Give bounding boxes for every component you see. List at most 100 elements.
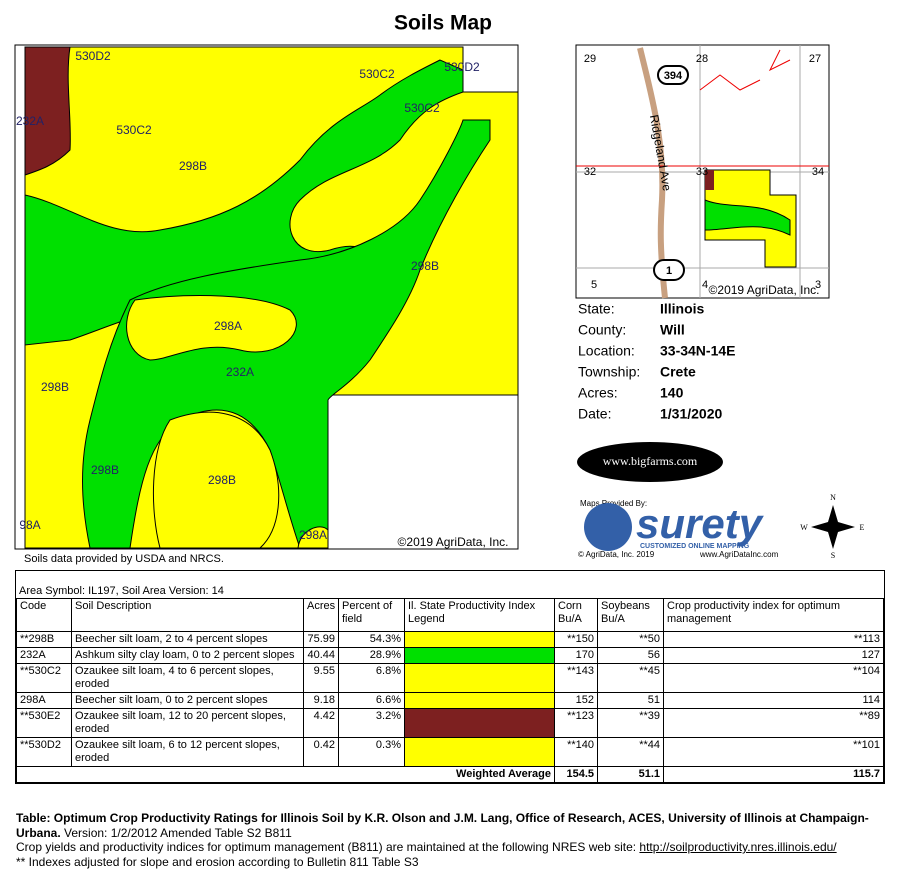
acres-cell: 0.42 — [303, 737, 339, 767]
bigfarms-logo — [577, 442, 723, 482]
section-number: 5 — [591, 279, 597, 291]
compass-n: N — [830, 493, 836, 502]
soil-label: 98A — [19, 518, 40, 532]
corn-cell: **123 — [554, 708, 598, 738]
section-number: 4 — [702, 279, 708, 291]
cpi-cell: **113 — [663, 631, 884, 648]
percent-cell: 3.2% — [338, 708, 405, 738]
header-cell: Corn Bu/A — [554, 598, 598, 632]
surety-globe — [584, 503, 632, 551]
soybeans-cell: 56 — [597, 647, 664, 664]
soil-maroon — [24, 46, 71, 176]
description-cell: Beecher silt loam, 2 to 4 percent slopes — [71, 631, 304, 648]
locator-map — [575, 44, 830, 299]
description-cell: Ozaukee silt loam, 4 to 6 percent slopes… — [71, 663, 304, 693]
code-cell: **298B — [16, 631, 72, 648]
acres-cell: 9.55 — [303, 663, 339, 693]
percent-cell: 0.3% — [338, 737, 405, 767]
locator-copyright: ©2019 AgriData, Inc. — [709, 283, 820, 297]
legend-swatch — [404, 708, 555, 738]
info-label: County: — [578, 322, 626, 338]
soil-label: 298B — [41, 380, 69, 394]
info-value: 33-34N-14E — [660, 343, 736, 359]
citation: Table: Optimum Crop Productivity Ratings… — [16, 811, 896, 840]
table-row: **530C2 Ozaukee silt loam, 4 to 6 percent… — [16, 663, 884, 693]
nres-note: Crop yields and productivity indices for… — [16, 840, 896, 855]
cpi-cell: **104 — [663, 663, 884, 693]
percent-cell: 6.6% — [338, 692, 405, 709]
soybeans-cell: **45 — [597, 663, 664, 693]
section-number: 27 — [809, 53, 821, 65]
legend-swatch — [404, 631, 555, 648]
cpi-cell: 127 — [663, 647, 884, 664]
weighted-label: Weighted Average — [16, 766, 555, 783]
surety-tagline: CUSTOMIZED ONLINE MAPPING — [640, 543, 750, 550]
soil-yellow — [297, 526, 329, 549]
adjusted-note: ** Indexes adjusted for slope and erosio… — [16, 854, 419, 869]
soybeans-cell: **50 — [597, 631, 664, 648]
corn-cell: **150 — [554, 631, 598, 648]
nres-link[interactable]: http://soilproductivity.nres.illinois.ed… — [639, 840, 837, 854]
soil-label: 298B — [179, 159, 207, 173]
table-row: 298A Beecher silt loam, 0 to 2 percent sl… — [16, 692, 884, 709]
weighted-cpi: 115.7 — [663, 766, 884, 783]
code-cell: 298A — [16, 692, 72, 709]
surety-brand: surety — [636, 500, 765, 547]
soil-label: 530C2 — [359, 67, 395, 81]
info-label: Township: — [578, 364, 640, 380]
route-number: 1 — [666, 265, 672, 277]
route-shield — [657, 65, 689, 85]
corn-cell: 152 — [554, 692, 598, 709]
header-cell: Percent of field — [338, 598, 405, 632]
info-value: 140 — [660, 385, 684, 401]
citation-title: Table: Optimum Crop Productivity Ratings… — [16, 811, 869, 840]
area-symbol: Area Symbol: IL197, Soil Area Version: 1… — [19, 585, 224, 597]
info-label: Location: — [578, 343, 635, 359]
soil-label: 298A — [299, 528, 327, 542]
compass — [811, 505, 855, 549]
header-cell: Il. State Productivity Index Legend — [404, 598, 555, 632]
legend-swatch — [404, 692, 555, 709]
description-cell: Ozaukee silt loam, 6 to 12 percent slope… — [71, 737, 304, 767]
info-value: Crete — [660, 364, 696, 380]
route-number: 394 — [664, 70, 683, 82]
page-title: Soils Map — [394, 12, 492, 35]
weighted-row: Weighted Average 154.5 51.1 115.7 — [16, 766, 884, 783]
soil-label: 530D2 — [75, 49, 111, 63]
info-value: Will — [660, 322, 685, 338]
soil-label: 530C2 — [404, 101, 440, 115]
map-copyright: ©2019 AgriData, Inc. — [398, 535, 509, 549]
acres-cell: 75.99 — [303, 631, 339, 648]
legend-swatch — [404, 663, 555, 693]
cpi-cell: **89 — [663, 708, 884, 738]
description-cell: Ozaukee silt loam, 12 to 20 percent slop… — [71, 708, 304, 738]
road — [637, 47, 668, 299]
percent-cell: 6.8% — [338, 663, 405, 693]
acres-cell: 4.42 — [303, 708, 339, 738]
route-shield — [653, 259, 685, 281]
source-note: Soils data provided by USDA and NRCS. — [24, 553, 224, 565]
soil-yellow — [152, 411, 280, 549]
bigfarms-url: www.bigfarms.com — [603, 454, 698, 468]
soil-label: 232A — [226, 365, 254, 379]
citation-version: Version: 1/2/2012 Amended Table S2 B811 — [60, 825, 292, 840]
description-cell: Beecher silt loam, 0 to 2 percent slopes — [71, 692, 304, 709]
table-row: **298B Beecher silt loam, 2 to 4 percent … — [16, 631, 884, 648]
compass-e: E — [860, 523, 865, 532]
soil-label: 298B — [91, 463, 119, 477]
field-maroon — [705, 170, 714, 190]
soybeans-cell: 51 — [597, 692, 664, 709]
weighted-corn: 154.5 — [554, 766, 598, 783]
header-cell: Crop productivity index for optimum mana… — [663, 598, 884, 632]
table-row: 232A Ashkum silty clay loam, 0 to 2 perce… — [16, 647, 884, 664]
info-label: State: — [578, 301, 615, 317]
section-number: 32 — [584, 166, 596, 178]
agridata-url: www.AgriDataInc.com — [699, 550, 779, 559]
section-number: 33 — [696, 166, 708, 178]
section-number: 34 — [812, 166, 824, 178]
acres-cell: 40.44 — [303, 647, 339, 664]
header-cell: Soybeans Bu/A — [597, 598, 664, 632]
compass-star — [811, 505, 855, 549]
compass-w: W — [800, 523, 808, 532]
